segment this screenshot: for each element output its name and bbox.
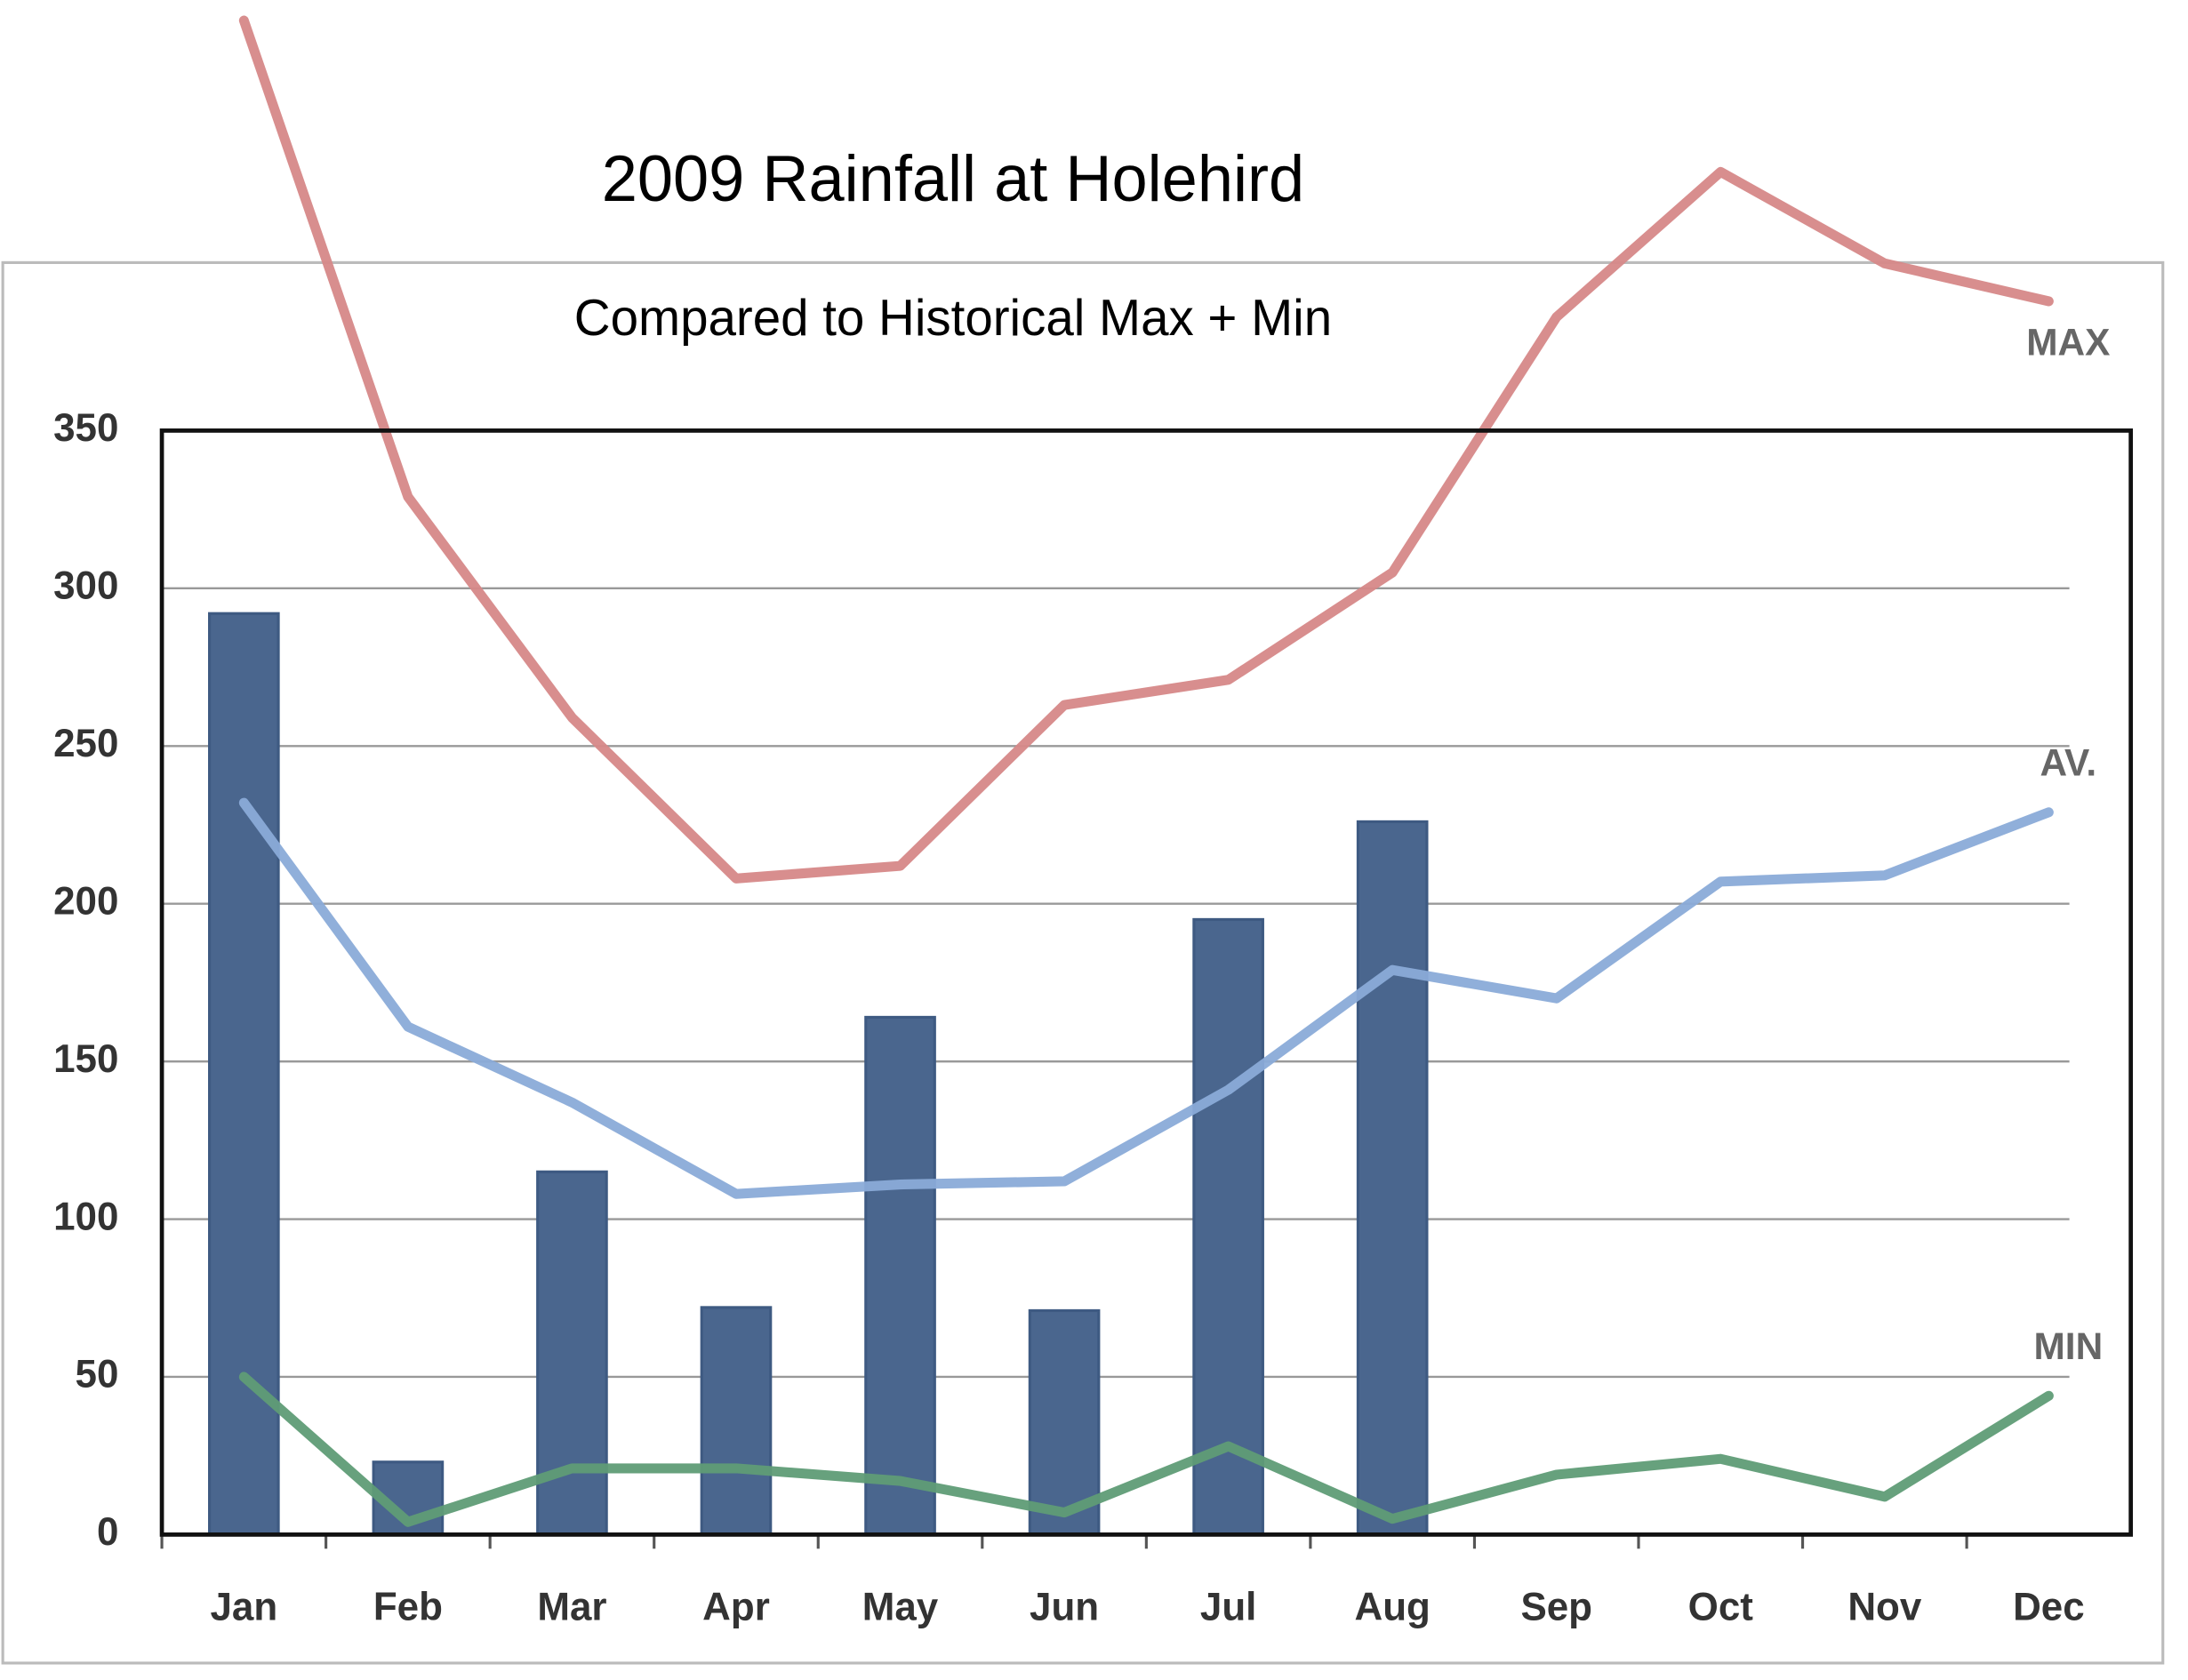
series-label: MAX	[2026, 321, 2111, 364]
y-tick-label: 0	[97, 1510, 118, 1554]
line	[238, 797, 2054, 1199]
x-tick-label: Sep	[1520, 1585, 1592, 1628]
series-label: AV.	[2040, 741, 2097, 784]
line	[238, 1372, 2054, 1527]
y-tick-label: 150	[53, 1037, 118, 1081]
plot-frame	[159, 428, 2134, 1537]
x-tick-label: Oct	[1688, 1585, 1754, 1628]
x-tick-label: Aug	[1354, 1585, 1430, 1628]
y-tick-label: 50	[76, 1352, 119, 1396]
x-tick-label: Nov	[1847, 1585, 1921, 1628]
x-tick-label: Dec	[2013, 1585, 2085, 1628]
x-tick-label: Feb	[373, 1585, 443, 1628]
bar	[864, 1015, 936, 1536]
x-tick-label: Apr	[702, 1585, 770, 1628]
line	[238, 15, 2054, 884]
series-label: MIN	[2034, 1325, 2104, 1368]
chart-subtitle: Compared to Historical Max + Min	[574, 291, 1332, 347]
x-tick-label: May	[862, 1585, 939, 1628]
x-tick-label: Jan	[210, 1585, 277, 1628]
x-tick-label: Mar	[537, 1585, 606, 1628]
marks	[208, 15, 2054, 1537]
y-tick-label: 350	[53, 406, 118, 450]
y-tick-label: 100	[53, 1195, 118, 1238]
chart-title: 2009 Rainfall at Holehird	[602, 142, 1304, 214]
bar	[1192, 917, 1264, 1536]
bar	[700, 1306, 773, 1536]
bar	[1028, 1308, 1101, 1537]
bar	[1356, 820, 1429, 1537]
x-tick-label: Jul	[1200, 1585, 1256, 1628]
grid	[160, 429, 2070, 1549]
chart-frame	[1, 260, 2165, 1665]
x-tick-label: Jun	[1030, 1585, 1099, 1628]
y-tick-label: 300	[53, 564, 118, 607]
y-tick-label: 250	[53, 722, 118, 765]
y-tick-label: 200	[53, 879, 118, 923]
